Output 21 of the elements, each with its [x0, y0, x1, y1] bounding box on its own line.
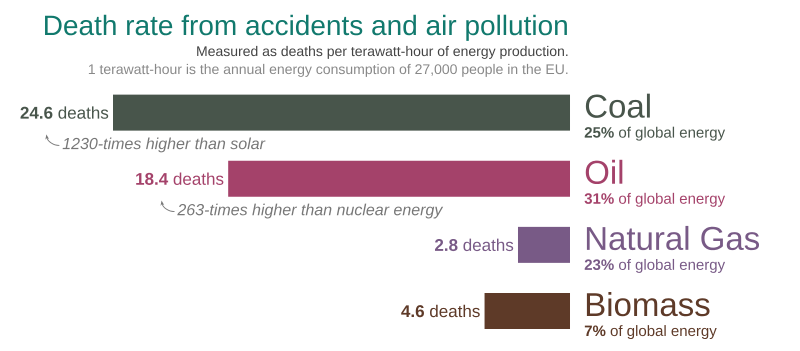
data-label: 18.4 deaths [136, 172, 224, 185]
annotation: 1 terawatt-hour is the annual energy consumption of 27,000 people in the EU. [88, 64, 568, 77]
y-tick-label: Natural Gas [586, 226, 760, 250]
bar [518, 226, 570, 263]
annotation: 1230-times higher than solar [62, 137, 266, 152]
y-tick-label: Biomass [586, 292, 710, 316]
y-tick-label: Coal [586, 94, 650, 118]
text: 25% of global energy [584, 126, 726, 141]
chart-title: Death rate from accidents and air pollution [45, 14, 567, 41]
text: 31% of global energy [584, 192, 726, 207]
bar [228, 160, 570, 197]
y-tick-label: Oil [586, 160, 622, 184]
text: 7% of global energy [584, 325, 717, 340]
chart-subtitle: Measured as deaths per terawatt-hour of energy production. [197, 46, 568, 59]
bar [484, 292, 570, 329]
data-label: 4.6 deaths [401, 304, 480, 318]
bar [113, 94, 570, 131]
data-label: 24.6 deaths [20, 106, 108, 119]
annotation: 263-times higher than nuclear energy [177, 204, 444, 219]
data-label: 2.8 deaths [434, 238, 514, 252]
text: 23% of global energy [584, 258, 726, 273]
